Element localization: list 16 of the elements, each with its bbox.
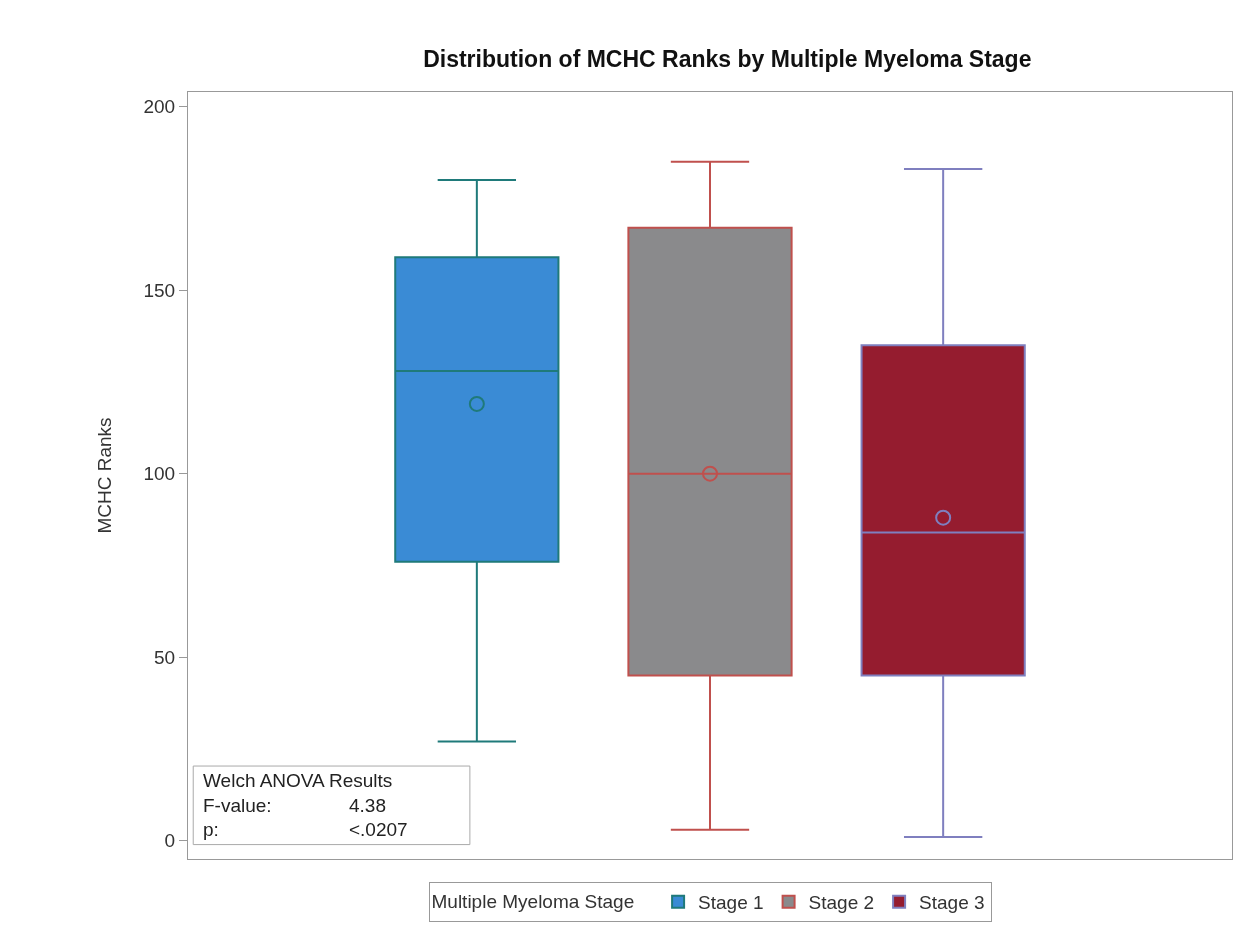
annotation: 4.38 xyxy=(349,795,386,816)
legend-title: Multiple Myeloma Stage xyxy=(431,890,651,912)
y-tick-label: 150 xyxy=(143,279,176,301)
legend-label: Stage 2 xyxy=(808,892,875,914)
annotation: F-value: xyxy=(203,795,272,816)
y-tick-label: 0 xyxy=(164,830,176,852)
annotation: p: xyxy=(203,819,219,840)
legend-label: Stage 1 xyxy=(698,892,764,914)
annotation: Welch ANOVA Results xyxy=(203,770,393,791)
y-tick-label: 100 xyxy=(143,463,176,485)
y-tick-label: 50 xyxy=(154,646,176,668)
y-tick-label: 200 xyxy=(143,96,176,118)
annotation: <.0207 xyxy=(349,819,408,840)
chart-title: Distribution of MCHC Ranks by Multiple Myeloma Stage xyxy=(423,46,1032,73)
legend-label: Stage 3 xyxy=(919,892,985,914)
y-axis-title: MCHC Ranks xyxy=(94,417,116,534)
